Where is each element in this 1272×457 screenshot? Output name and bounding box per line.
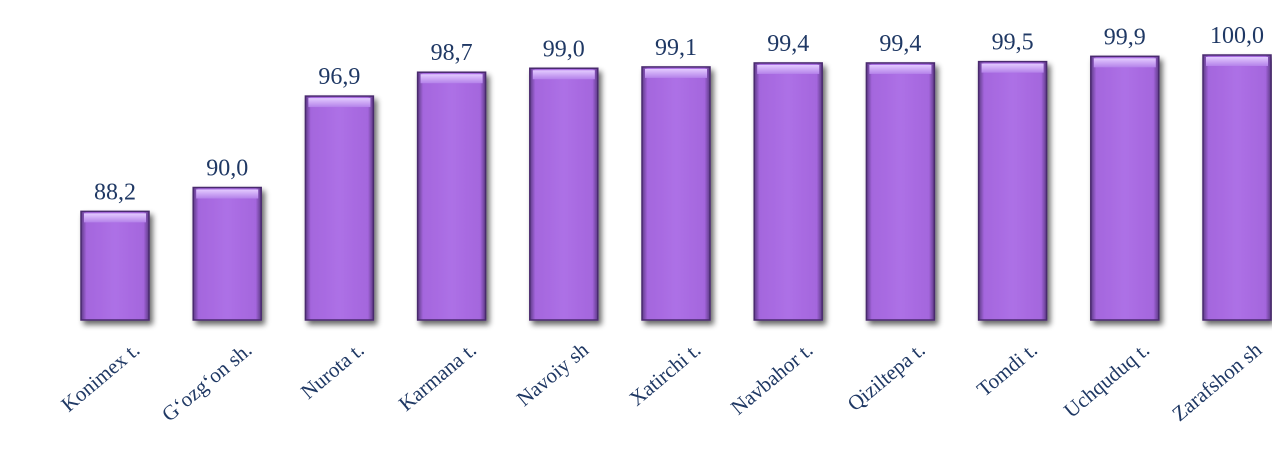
bar — [753, 62, 823, 321]
bar-highlight — [196, 189, 259, 199]
bar — [977, 60, 1048, 321]
category-label: Navbahor t. — [726, 337, 817, 419]
bar — [1090, 55, 1160, 321]
category-label: Karmana t. — [394, 337, 481, 415]
bar-highlight — [757, 64, 820, 74]
category-label: Zarafshon sh — [1167, 337, 1266, 426]
category-label: Konimex t. — [56, 337, 144, 416]
value-label: 98,7 — [431, 40, 473, 66]
bar-highlight — [532, 70, 595, 80]
value-labels: 88,2 90,0 96,9 98,7 99,0 99,1 99,4 99,4 99,5 99,9… — [94, 23, 1264, 205]
bar — [865, 62, 936, 321]
bar-highlight — [1093, 58, 1156, 68]
value-label: 90,0 — [206, 156, 248, 182]
category-label: G‘ozg‘on sh. — [157, 337, 256, 426]
category-label: Qiziltepa t. — [843, 337, 930, 415]
category-label: Nurota t. — [296, 337, 369, 403]
bar-highlight — [420, 74, 483, 84]
category-label: Tomdi t. — [972, 337, 1042, 401]
category-label: Xatirchi t. — [625, 337, 706, 410]
bar-highlight — [308, 98, 371, 108]
category-labels: Konimex t. G‘ozg‘on sh. Nurota t. Karmana t… — [56, 337, 1266, 426]
bars — [80, 54, 1272, 321]
value-label: 99,4 — [767, 31, 809, 57]
value-label: 99,9 — [1104, 24, 1146, 50]
value-label: 100,0 — [1210, 23, 1264, 49]
category-label: Navoiy sh — [512, 337, 593, 411]
bar-highlight — [84, 213, 146, 223]
bar-highlight — [1206, 57, 1268, 66]
bar — [80, 210, 150, 321]
bar — [416, 71, 487, 321]
bar — [304, 95, 375, 321]
category-label: Uchquduq t. — [1059, 337, 1154, 422]
bar — [192, 186, 262, 321]
bar — [641, 66, 711, 321]
value-label: 99,0 — [543, 36, 585, 62]
bar-highlight — [645, 68, 707, 78]
bar-highlight — [981, 63, 1044, 73]
value-label: 96,9 — [318, 64, 360, 90]
bar — [1202, 54, 1272, 321]
value-label: 99,5 — [992, 30, 1034, 56]
value-label: 99,4 — [879, 31, 921, 57]
value-label: 88,2 — [94, 179, 136, 205]
bar-highlight — [869, 64, 932, 74]
bar — [529, 67, 599, 321]
value-label: 99,1 — [655, 35, 697, 61]
